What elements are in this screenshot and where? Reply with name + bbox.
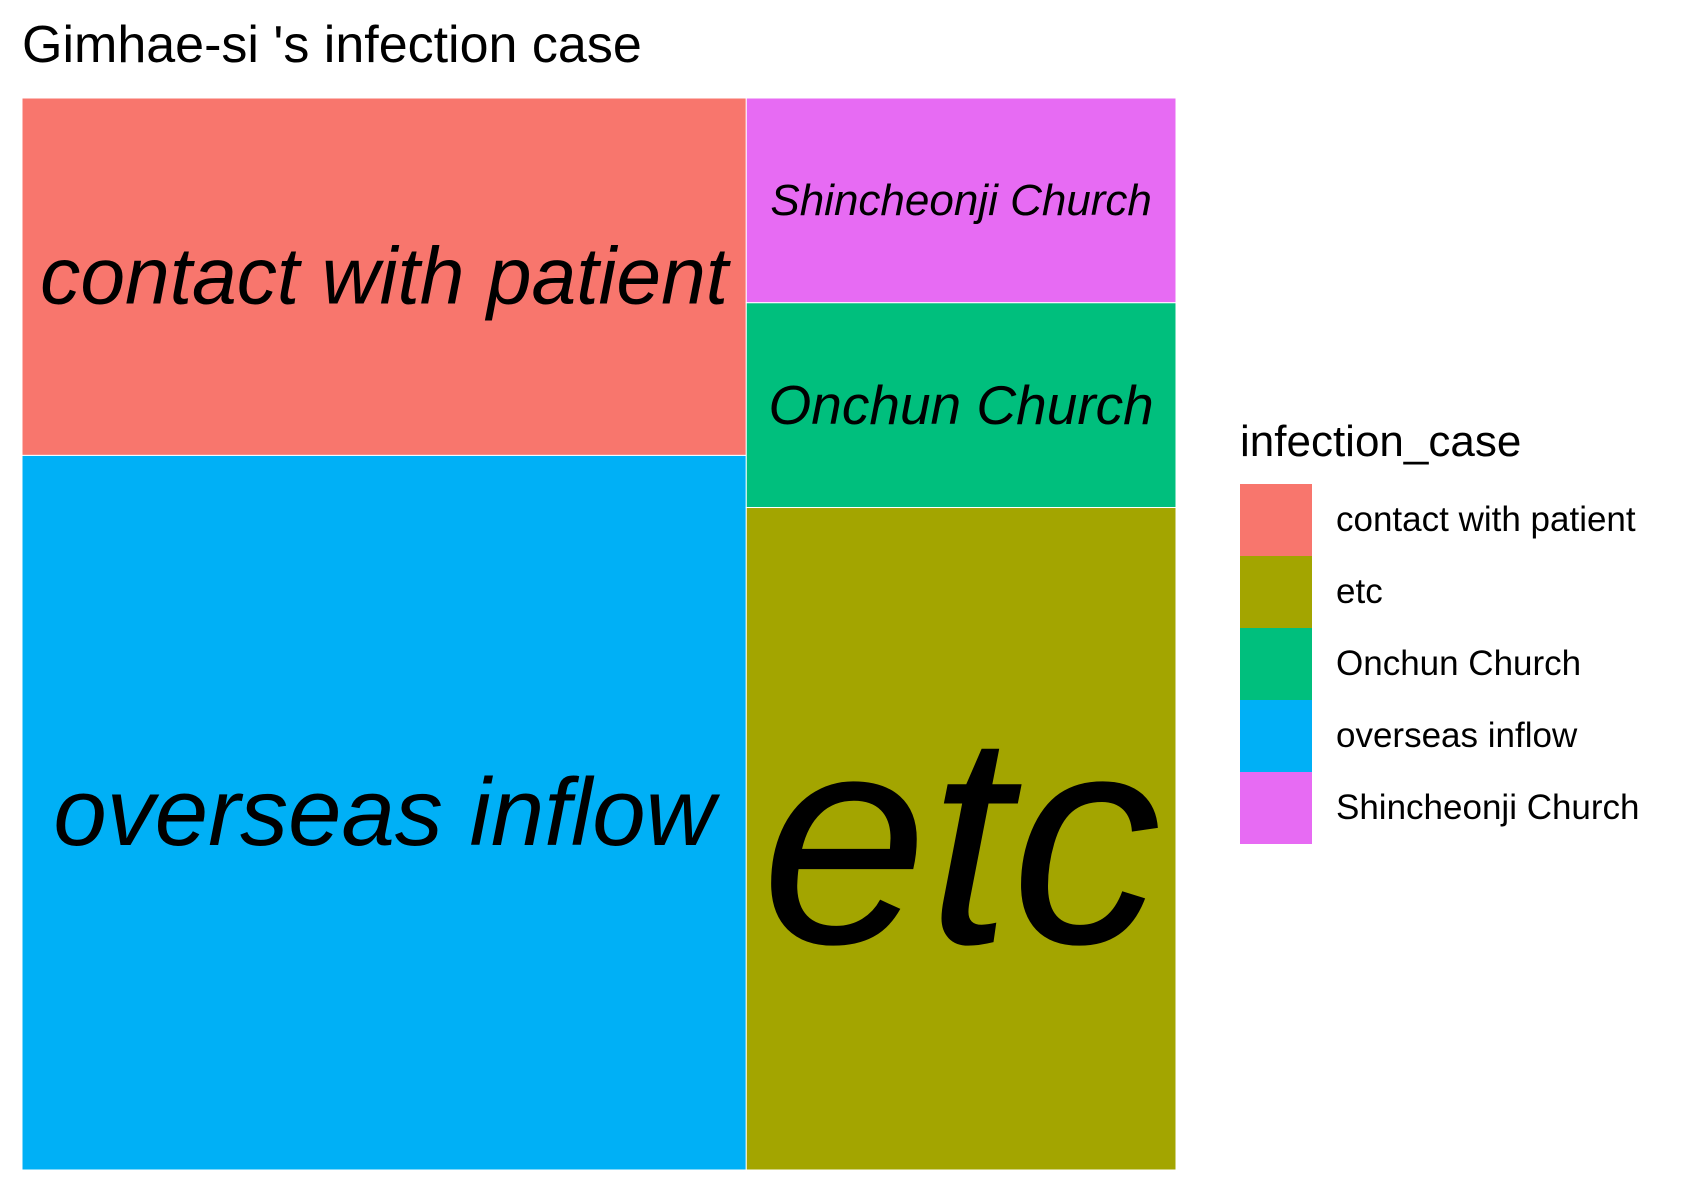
- tile-onchun-church: [745, 302, 1177, 509]
- legend-label: contact with patient: [1336, 500, 1636, 539]
- legend-item-contact-with-patient: contact with patient: [1240, 484, 1680, 556]
- legend-swatch: [1240, 772, 1312, 844]
- legend-swatch: [1240, 484, 1312, 556]
- tile-etc: [745, 507, 1177, 1171]
- tile-label-etc: etc: [761, 671, 1161, 1007]
- legend-label: Shincheonji Church: [1336, 788, 1640, 827]
- chart-title: Gimhae-si 's infection case: [22, 16, 642, 74]
- legend-label: Onchun Church: [1336, 644, 1582, 683]
- legend-label: overseas inflow: [1336, 716, 1578, 755]
- legend-item-onchun-church: Onchun Church: [1240, 628, 1680, 700]
- legend-swatch: [1240, 556, 1312, 628]
- legend-label: etc: [1336, 572, 1383, 611]
- legend-title: infection_case: [1240, 417, 1522, 466]
- tile-label-contact-with-patient: contact with patient: [40, 232, 732, 322]
- tile-label-onchun-church: Onchun Church: [769, 374, 1154, 436]
- legend-swatch: [1240, 628, 1312, 700]
- tile-label-shincheonji-church: Shincheonji Church: [770, 176, 1152, 225]
- legend-item-shincheonji-church: Shincheonji Church: [1240, 772, 1680, 844]
- legend: infection_case contact with patient etc …: [1240, 412, 1680, 844]
- legend-item-overseas-inflow: overseas inflow: [1240, 700, 1680, 772]
- tile-label-overseas-inflow: overseas inflow: [53, 759, 720, 866]
- legend-swatch: [1240, 700, 1312, 772]
- tile-shincheonji-church: [745, 97, 1177, 304]
- tile-overseas-inflow: [21, 454, 747, 1171]
- legend-item-etc: etc: [1240, 556, 1680, 628]
- tile-contact-with-patient: [21, 97, 747, 456]
